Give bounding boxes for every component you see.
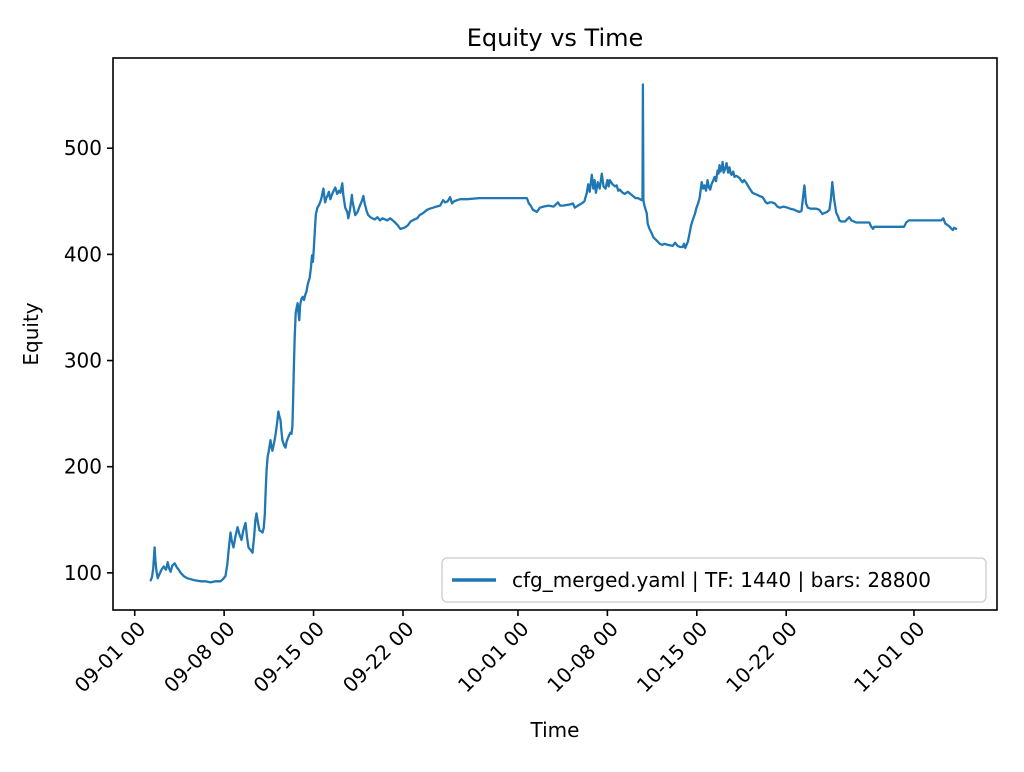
y-tick-label: 500 — [64, 136, 102, 160]
y-axis: 100 200 300 400 500 — [64, 136, 113, 585]
equity-line-series — [149, 83, 958, 584]
y-axis-label: Equity — [19, 302, 43, 365]
x-axis-label: Time — [530, 718, 580, 742]
legend-label: cfg_merged.yaml | TF: 1440 | bars: 28800 — [512, 568, 931, 592]
y-tick-label: 300 — [64, 349, 102, 373]
legend-box — [441, 557, 987, 603]
chart-title: Equity vs Time — [467, 24, 644, 52]
legend: cfg_merged.yaml | TF: 1440 | bars: 28800 — [441, 557, 987, 603]
y-tick-label: 400 — [64, 242, 102, 266]
y-tick-label: 200 — [64, 455, 102, 479]
plot-area — [112, 57, 998, 611]
y-tick-label: 100 — [64, 561, 102, 585]
